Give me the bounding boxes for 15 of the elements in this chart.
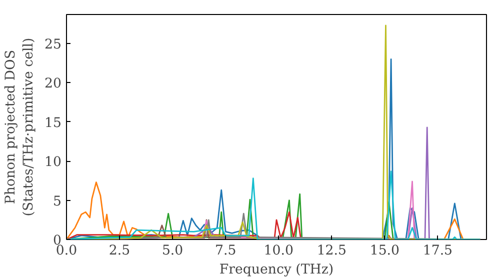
x-tick-label: 2.5	[108, 244, 130, 258]
x-tick-label: 7.5	[214, 244, 236, 258]
x-tick-label: 10.0	[264, 244, 294, 258]
y-tick-label: 15	[44, 116, 62, 131]
x-axis-title: Frequency (THz)	[219, 262, 334, 278]
x-tick-label: 15.0	[370, 244, 400, 258]
y-axis-title: Phonon projected DOS (States/THz·primitive cell)	[4, 38, 37, 216]
y-tick-label: 5	[53, 194, 62, 210]
y-tick-label: 10	[44, 155, 62, 170]
x-tick-label: 17.5	[422, 244, 453, 258]
y-tick-label: 20	[44, 76, 62, 92]
x-tick-label: 12.5	[316, 244, 346, 258]
y-tick-label: 25	[44, 38, 62, 53]
x-tick-label: 5.0	[162, 244, 184, 258]
x-tick-label: 0.0	[56, 244, 78, 258]
